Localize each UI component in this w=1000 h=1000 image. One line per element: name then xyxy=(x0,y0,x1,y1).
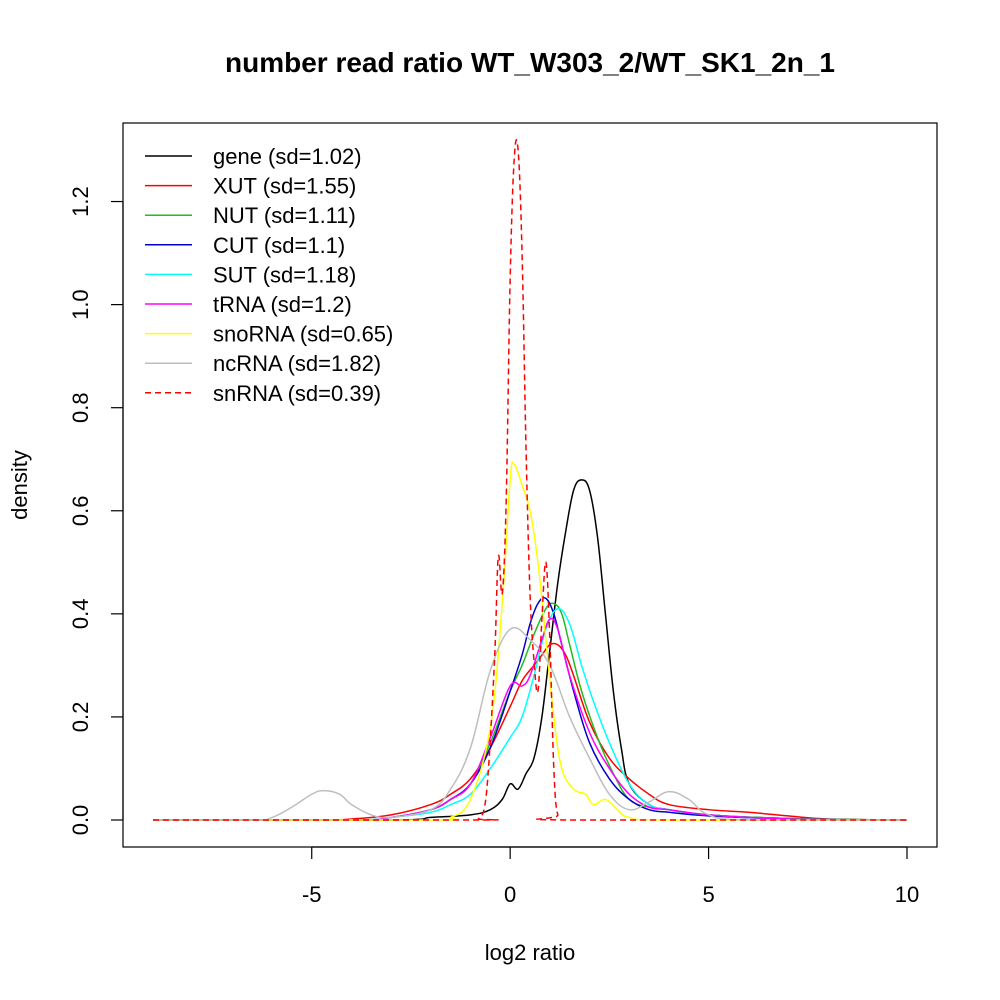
y-tick-label: 0.8 xyxy=(68,392,93,423)
y-tick-label: 0.0 xyxy=(68,805,93,836)
x-axis-label: log2 ratio xyxy=(485,940,576,965)
series-line-xut xyxy=(153,642,908,821)
series-line-ncrna xyxy=(153,626,907,821)
y-tick-label: 1.0 xyxy=(68,289,93,320)
y-tick-label: 0.6 xyxy=(68,495,93,526)
y-axis: 0.0 0.2 0.4 0.6 0.8 1.0 1.2 xyxy=(68,186,124,836)
y-axis-label: density xyxy=(7,450,32,520)
legend-label: tRNA (sd=1.2) xyxy=(213,292,352,317)
legend-label: SUT (sd=1.18) xyxy=(213,262,356,287)
x-tick-label: -5 xyxy=(302,882,322,907)
series-line-snorna xyxy=(153,461,907,821)
legend-label: gene (sd=1.02) xyxy=(213,144,362,169)
x-tick-label: 5 xyxy=(702,882,714,907)
legend-label: CUT (sd=1.1) xyxy=(213,233,345,258)
y-tick-label: 0.4 xyxy=(68,599,93,630)
series-line-snrna xyxy=(153,139,907,821)
series-layer xyxy=(153,139,908,821)
y-tick-label: 1.2 xyxy=(68,186,93,217)
legend: gene (sd=1.02) XUT (sd=1.55) NUT (sd=1.11)… xyxy=(145,144,393,406)
legend-label: NUT (sd=1.11) xyxy=(213,203,356,228)
x-tick-label: 0 xyxy=(504,882,516,907)
x-tick-label: 10 xyxy=(895,882,919,907)
legend-label: XUT (sd=1.55) xyxy=(213,174,356,199)
chart-title: number read ratio WT_W303_2/WT_SK1_2n_1 xyxy=(225,47,835,78)
legend-label: snoRNA (sd=0.65) xyxy=(213,322,393,347)
legend-label: snRNA (sd=0.39) xyxy=(213,381,381,406)
legend-label: ncRNA (sd=1.82) xyxy=(213,351,381,376)
y-tick-label: 0.2 xyxy=(68,702,93,733)
x-axis: -5 0 5 10 xyxy=(302,846,919,907)
